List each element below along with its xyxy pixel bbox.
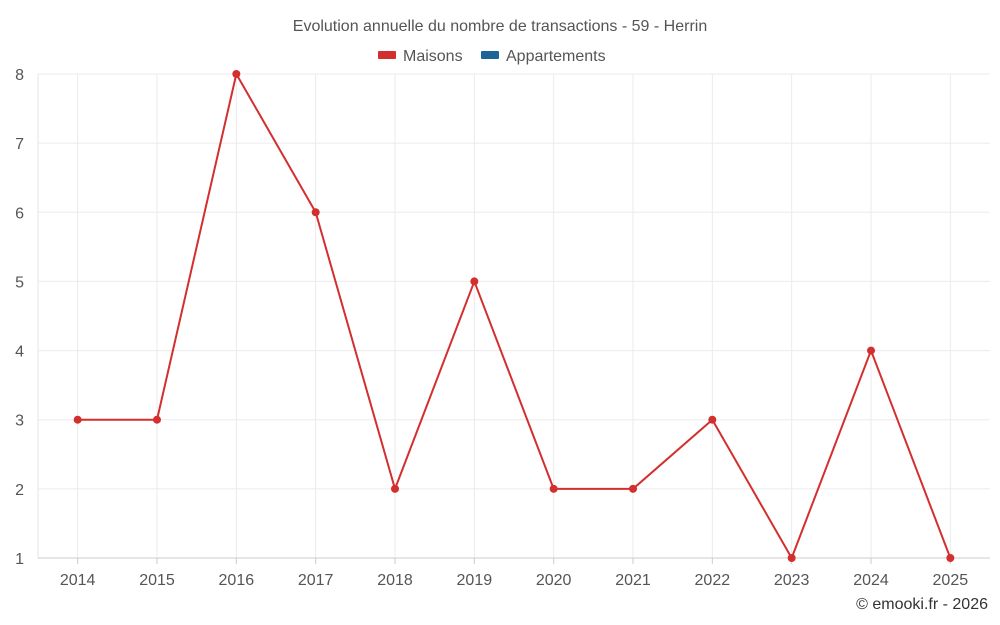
legend-swatch-maisons — [378, 51, 396, 59]
axes — [37, 74, 990, 564]
x-tick-label: 2015 — [139, 572, 175, 589]
data-point-maisons[interactable] — [946, 554, 955, 562]
data-point-maisons[interactable] — [867, 346, 875, 355]
y-tick-label: 1 — [15, 551, 24, 568]
y-tick-label: 8 — [15, 67, 24, 84]
x-tick-label: 2018 — [377, 572, 413, 589]
y-axis-ticks: 1 2 3 4 5 6 7 8 — [15, 67, 24, 568]
y-tick-label: 5 — [15, 274, 24, 291]
y-tick-label: 2 — [15, 482, 24, 499]
credit-text: © emooki.fr - 2026 — [856, 596, 988, 613]
legend-swatch-appartements — [481, 51, 499, 59]
y-tick-label: 7 — [15, 136, 24, 153]
data-point-maisons[interactable] — [73, 415, 82, 424]
x-tick-label: 2019 — [457, 572, 493, 589]
legend-item-maisons[interactable]: Maisons — [378, 48, 463, 65]
data-point-maisons[interactable] — [629, 484, 637, 493]
x-tick-label: 2021 — [615, 572, 651, 589]
data-point-maisons[interactable] — [787, 554, 796, 562]
x-tick-label: 2017 — [298, 572, 334, 589]
x-tick-label: 2020 — [536, 572, 572, 589]
x-tick-label: 2014 — [60, 572, 96, 589]
data-point-maisons[interactable] — [232, 70, 241, 78]
series-line-maisons — [77, 73, 952, 559]
grid — [38, 73, 990, 558]
x-tick-label: 2023 — [774, 572, 810, 589]
data-point-maisons[interactable] — [391, 484, 399, 493]
x-tick-label: 2025 — [933, 572, 969, 589]
x-axis-ticks: 2014 2015 2016 2017 2018 2019 2020 2021 2022 2023… — [60, 572, 968, 589]
x-tick-label: 2016 — [219, 572, 255, 589]
x-tick-label: 2022 — [695, 572, 731, 589]
y-tick-label: 4 — [15, 344, 24, 361]
series-maisons — [73, 70, 955, 562]
data-point-maisons[interactable] — [549, 484, 558, 493]
legend: Maisons Appartements — [378, 48, 606, 65]
legend-item-appartements[interactable]: Appartements — [481, 48, 606, 65]
chart-title: Evolution annuelle du nombre de transact… — [293, 18, 707, 35]
x-tick-label: 2024 — [853, 572, 889, 589]
y-tick-label: 3 — [15, 413, 24, 430]
y-tick-label: 6 — [15, 205, 24, 222]
data-point-maisons[interactable] — [470, 277, 479, 286]
data-point-maisons[interactable] — [311, 208, 320, 217]
data-point-maisons[interactable] — [153, 415, 161, 424]
legend-label-appartements: Appartements — [506, 48, 606, 65]
legend-label-maisons: Maisons — [403, 48, 463, 65]
data-point-maisons[interactable] — [708, 415, 717, 424]
